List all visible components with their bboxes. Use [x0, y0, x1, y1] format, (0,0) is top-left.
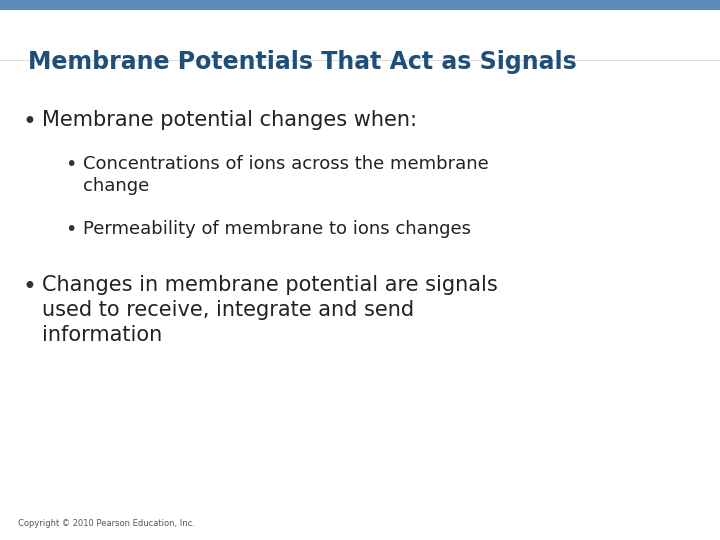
Text: Copyright © 2010 Pearson Education, Inc.: Copyright © 2010 Pearson Education, Inc. [18, 519, 195, 528]
Text: •: • [65, 155, 76, 174]
Text: •: • [65, 220, 76, 239]
Text: •: • [22, 275, 36, 299]
Text: Membrane Potentials That Act as Signals: Membrane Potentials That Act as Signals [28, 50, 577, 74]
Text: Membrane potential changes when:: Membrane potential changes when: [42, 110, 417, 130]
Text: used to receive, integrate and send: used to receive, integrate and send [42, 300, 414, 320]
Text: Concentrations of ions across the membrane: Concentrations of ions across the membra… [83, 155, 489, 173]
Text: change: change [83, 177, 149, 195]
Text: Permeability of membrane to ions changes: Permeability of membrane to ions changes [83, 220, 471, 238]
Text: Changes in membrane potential are signals: Changes in membrane potential are signal… [42, 275, 498, 295]
Bar [0, 0, 720, 10]
Text: •: • [22, 110, 36, 134]
Text: information: information [42, 325, 162, 345]
